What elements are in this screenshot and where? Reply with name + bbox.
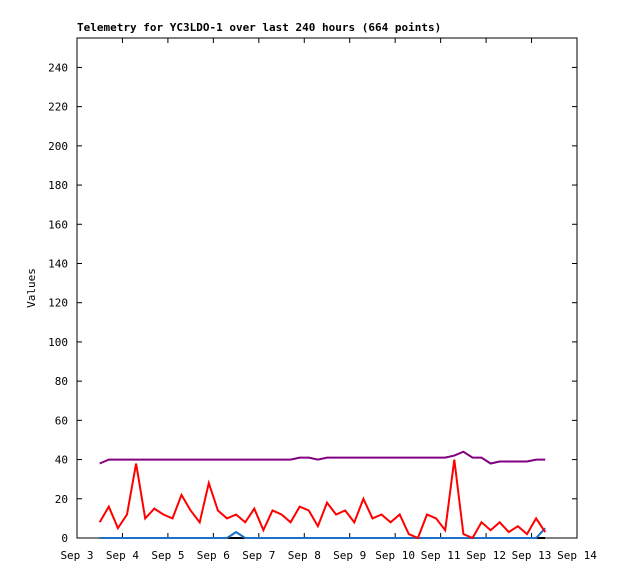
y-tick-label: 140 (48, 257, 68, 270)
y-tick-label: 240 (48, 61, 68, 74)
x-tick-label: Sep 3 (60, 549, 93, 562)
y-tick-label: 120 (48, 297, 68, 310)
y-tick-label: 200 (48, 140, 68, 153)
y-tick-label: 40 (55, 454, 68, 467)
x-tick-label: Sep 6 (197, 549, 230, 562)
x-tick-label: Sep 13 (512, 549, 552, 562)
x-tick-label: Sep 10 (375, 549, 415, 562)
y-tick-label: 20 (55, 493, 68, 506)
y-tick-label: 100 (48, 336, 68, 349)
series-line (99, 450, 546, 465)
y-axis-label: Values (25, 268, 38, 308)
y-tick-label: 80 (55, 375, 68, 388)
y-tick-label: 220 (48, 101, 68, 114)
x-tick-label: Sep 7 (242, 549, 275, 562)
plot-frame (76, 37, 578, 539)
y-tick-label: 60 (55, 414, 68, 427)
x-tick-label: Sep 8 (288, 549, 321, 562)
x-tick-label: Sep 4 (106, 549, 139, 562)
x-tick-label: Sep 12 (466, 549, 506, 562)
chart-title: Telemetry for YC3LDO-1 over last 240 hou… (77, 21, 441, 34)
x-tick-label: Sep 9 (333, 549, 366, 562)
series-line (98, 459, 547, 540)
x-tick-label: Sep 14 (557, 549, 597, 562)
x-tick-label: Sep 5 (151, 549, 184, 562)
y-tick-label: 0 (61, 532, 68, 545)
y-tick-label: 180 (48, 179, 68, 192)
x-tick-label: Sep 11 (421, 549, 461, 562)
y-tick-label: 160 (48, 218, 68, 231)
